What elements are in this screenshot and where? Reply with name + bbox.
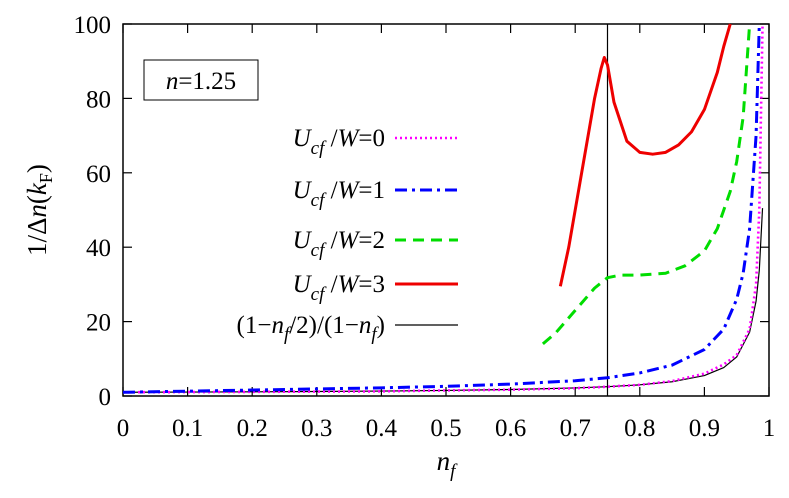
x-tick-label: 0 bbox=[117, 415, 130, 442]
series-layer bbox=[122, 23, 764, 394]
x-tick-label: 0.6 bbox=[495, 415, 526, 442]
x-tick-label: 0.7 bbox=[560, 415, 591, 442]
x-tick-label: 0.4 bbox=[366, 415, 398, 442]
legend-label-4: (1−nf/2)/(1−nf) bbox=[237, 312, 385, 345]
x-tick-label: 0.1 bbox=[172, 415, 203, 442]
x-tick-label: 0.9 bbox=[689, 415, 720, 442]
y-tick-label: 100 bbox=[74, 12, 112, 39]
y-tick-label: 80 bbox=[86, 86, 111, 113]
legend-label-2: Ucf /W=2 bbox=[293, 227, 385, 261]
series-line-2 bbox=[541, 23, 752, 346]
y-tick-label: 60 bbox=[86, 161, 111, 188]
annotation-text: n=1.25 bbox=[166, 68, 236, 95]
x-tick-label: 0.5 bbox=[430, 415, 461, 442]
series-line-0 bbox=[122, 23, 764, 394]
legend-label-1: Ucf /W=1 bbox=[293, 177, 385, 211]
x-tick-label: 0.2 bbox=[237, 415, 268, 442]
y-tick-label: 0 bbox=[99, 384, 112, 411]
y-tick-label: 40 bbox=[86, 235, 111, 262]
x-axis-label: nf bbox=[437, 446, 459, 482]
x-tick-labels: 0 0.1 0.2 0.3 0.4 0.5 0.6 0.7 0.8 0.9 1 bbox=[117, 415, 776, 442]
series-line-3 bbox=[558, 23, 732, 287]
legend-label-0: Ucf /W=0 bbox=[293, 125, 385, 159]
y-tick-labels: 0 20 40 60 80 100 bbox=[74, 12, 112, 411]
x-tick-label: 0.3 bbox=[301, 415, 332, 442]
y-tick-label: 20 bbox=[86, 310, 111, 337]
x-tick-label: 0.8 bbox=[624, 415, 655, 442]
annotation-box bbox=[143, 59, 259, 101]
x-tick-label: 1 bbox=[763, 415, 776, 442]
y-axis-label: 1/Δn(kF) bbox=[22, 164, 56, 256]
legend: Ucf /W=0 Ucf /W=1 Ucf /W=2 Ucf /W=3 (1−nf/2)… bbox=[237, 125, 458, 345]
series-line-4 bbox=[122, 208, 764, 393]
series-line-1 bbox=[122, 23, 761, 394]
ticks bbox=[122, 23, 770, 397]
legend-label-3: Ucf /W=3 bbox=[293, 271, 385, 305]
